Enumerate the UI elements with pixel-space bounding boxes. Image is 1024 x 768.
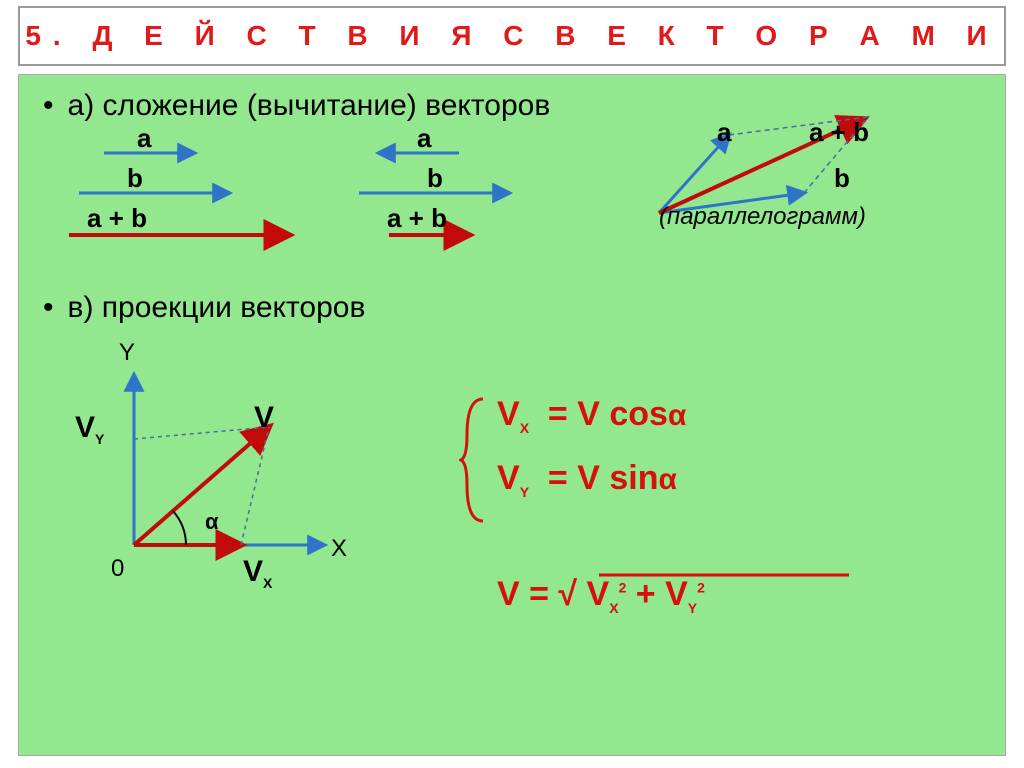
bullet-dot-icon-2: • — [43, 291, 54, 324]
title-bar: 5. Д Е Й С Т В И Я С В Е К Т О Р А М И — [18, 6, 1006, 66]
x-axis-label: X — [331, 535, 347, 563]
g3-sum-label: а + b — [809, 117, 869, 148]
alpha-label: α — [205, 509, 219, 535]
content-area: •а) сложение (вычитание) векторов — [18, 74, 1006, 756]
bullet-b: • в) проекции векторов — [43, 291, 365, 325]
g1-sum-label: а + b — [87, 203, 147, 234]
g1-a-label: а — [137, 123, 151, 154]
projection-diagram — [19, 335, 379, 595]
formula-vy: VY = V sinα — [497, 459, 677, 500]
formula-vx: VX = V cosα — [497, 395, 686, 436]
v-label: V — [254, 401, 274, 435]
y-axis-label: Y — [119, 339, 135, 367]
sqrt-overline-icon — [599, 565, 879, 595]
slide-title: 5. Д Е Й С Т В И Я С В Е К Т О Р А М И — [25, 20, 998, 52]
bracket-icon — [459, 395, 489, 525]
vy-label: VY — [75, 411, 104, 447]
parallelogram-label: (параллелограмм) — [659, 203, 866, 231]
g3-b-label: b — [834, 163, 850, 194]
g3-a-label: а — [717, 117, 731, 148]
g1-b-label: b — [127, 163, 143, 194]
origin-label: 0 — [111, 555, 124, 583]
g2-b-label: b — [427, 163, 443, 194]
g2-a-label: а — [417, 123, 431, 154]
bullet-b-text: в) проекции векторов — [68, 291, 366, 324]
g2-sum-label: а + b — [387, 203, 447, 234]
vx-label: VX — [243, 555, 272, 591]
